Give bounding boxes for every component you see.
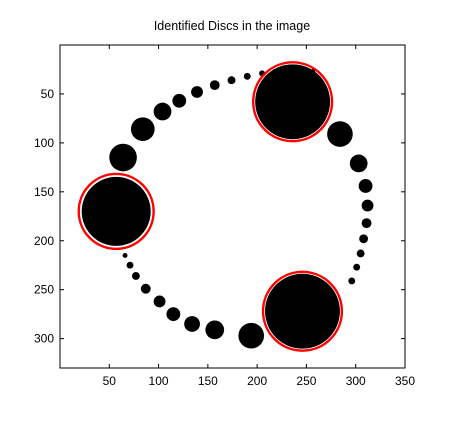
disc-19 — [361, 199, 374, 212]
identified-circle-3 — [261, 270, 344, 352]
x-tick-label-150: 150 — [198, 374, 218, 388]
identified-circles-layer — [77, 61, 344, 352]
disc-30 — [153, 295, 166, 308]
disc-20 — [361, 218, 372, 229]
disc-1 — [109, 143, 137, 172]
y-tick-label-200: 200 — [34, 234, 54, 248]
discs-layer — [81, 64, 374, 349]
x-tick-label-50: 50 — [103, 374, 117, 388]
disc-34 — [122, 252, 128, 258]
disc-4 — [172, 93, 187, 108]
disc-2 — [130, 117, 155, 142]
disc-25 — [265, 273, 340, 349]
x-tick-label-250: 250 — [296, 374, 316, 388]
disc-16 — [327, 121, 353, 147]
disc-17 — [349, 154, 368, 173]
identified-circle-1 — [77, 172, 155, 251]
disc-5 — [191, 86, 203, 98]
x-tick-label-300: 300 — [346, 374, 366, 388]
disc-15 — [255, 64, 331, 140]
x-tick-label-200: 200 — [247, 374, 267, 388]
disc-27 — [205, 320, 225, 340]
x-tick-label-100: 100 — [149, 374, 169, 388]
disc-32 — [131, 272, 140, 280]
identified-circle-2 — [251, 61, 334, 143]
disc-3 — [153, 102, 172, 121]
disc-6 — [209, 80, 220, 91]
disc-18 — [358, 179, 373, 193]
disc-26 — [238, 322, 265, 349]
y-tick-label-250: 250 — [34, 283, 54, 297]
x-tick-label-350: 350 — [395, 374, 415, 388]
y-tick-label-50: 50 — [41, 87, 55, 101]
y-axis: 50 100 150 200 250 300 — [34, 87, 405, 346]
disc-35 — [81, 176, 151, 246]
disc-21 — [359, 234, 369, 244]
y-tick-label-150: 150 — [34, 185, 54, 199]
axes-box — [59, 44, 406, 369]
chart-title: Identified Discs in the image — [154, 19, 310, 33]
disc-7 — [227, 76, 236, 85]
plot-area — [77, 61, 374, 352]
disc-33 — [126, 261, 134, 269]
disc-23 — [353, 263, 361, 271]
disc-8 — [243, 72, 251, 80]
disc-31 — [140, 283, 151, 294]
disc-29 — [166, 307, 181, 322]
disc-28 — [184, 316, 200, 332]
disc-22 — [356, 249, 365, 258]
y-tick-label-300: 300 — [34, 332, 54, 346]
disc-24 — [348, 277, 356, 285]
y-tick-label-100: 100 — [34, 136, 54, 150]
x-axis: 50 100 150 200 250 300 350 — [103, 45, 415, 388]
